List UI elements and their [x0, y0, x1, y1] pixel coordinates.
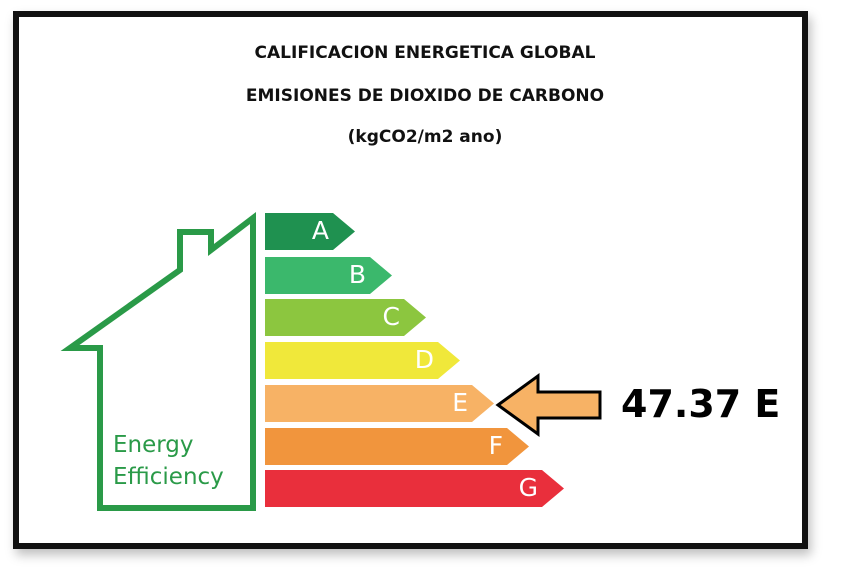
rating-band-letter: A: [311, 216, 329, 245]
rating-band-letter: E: [452, 388, 468, 417]
rating-band-g: G: [265, 470, 564, 507]
certificate-title-line-2: EMISIONES DE DIOXIDO DE CARBONO: [245, 86, 605, 106]
rating-band-f: F: [265, 428, 529, 465]
rating-band-c: C: [265, 299, 426, 336]
certificate-title-line-1: CALIFICACION ENERGETICA GLOBAL: [254, 43, 596, 63]
certificate-units-line: (kgCO2/m2 ano): [347, 127, 503, 147]
rating-band-letter: C: [382, 302, 400, 331]
rating-pointer-arrow-icon: [495, 373, 602, 437]
rating-band-letter: F: [488, 431, 503, 460]
logo-text-energy: Energy: [113, 432, 194, 458]
rating-band-d: D: [265, 342, 460, 379]
house-outline-icon: [60, 211, 256, 511]
rating-band-e: E: [265, 385, 494, 422]
rating-value-label: 47.37 E: [621, 382, 781, 426]
rating-band-letter: B: [348, 260, 366, 289]
logo-text-efficiency: Efficiency: [113, 464, 224, 490]
rating-band-b: B: [265, 257, 392, 294]
rating-band-letter: D: [414, 345, 434, 374]
rating-band-a: A: [265, 213, 355, 250]
rating-band-letter: G: [518, 473, 538, 502]
